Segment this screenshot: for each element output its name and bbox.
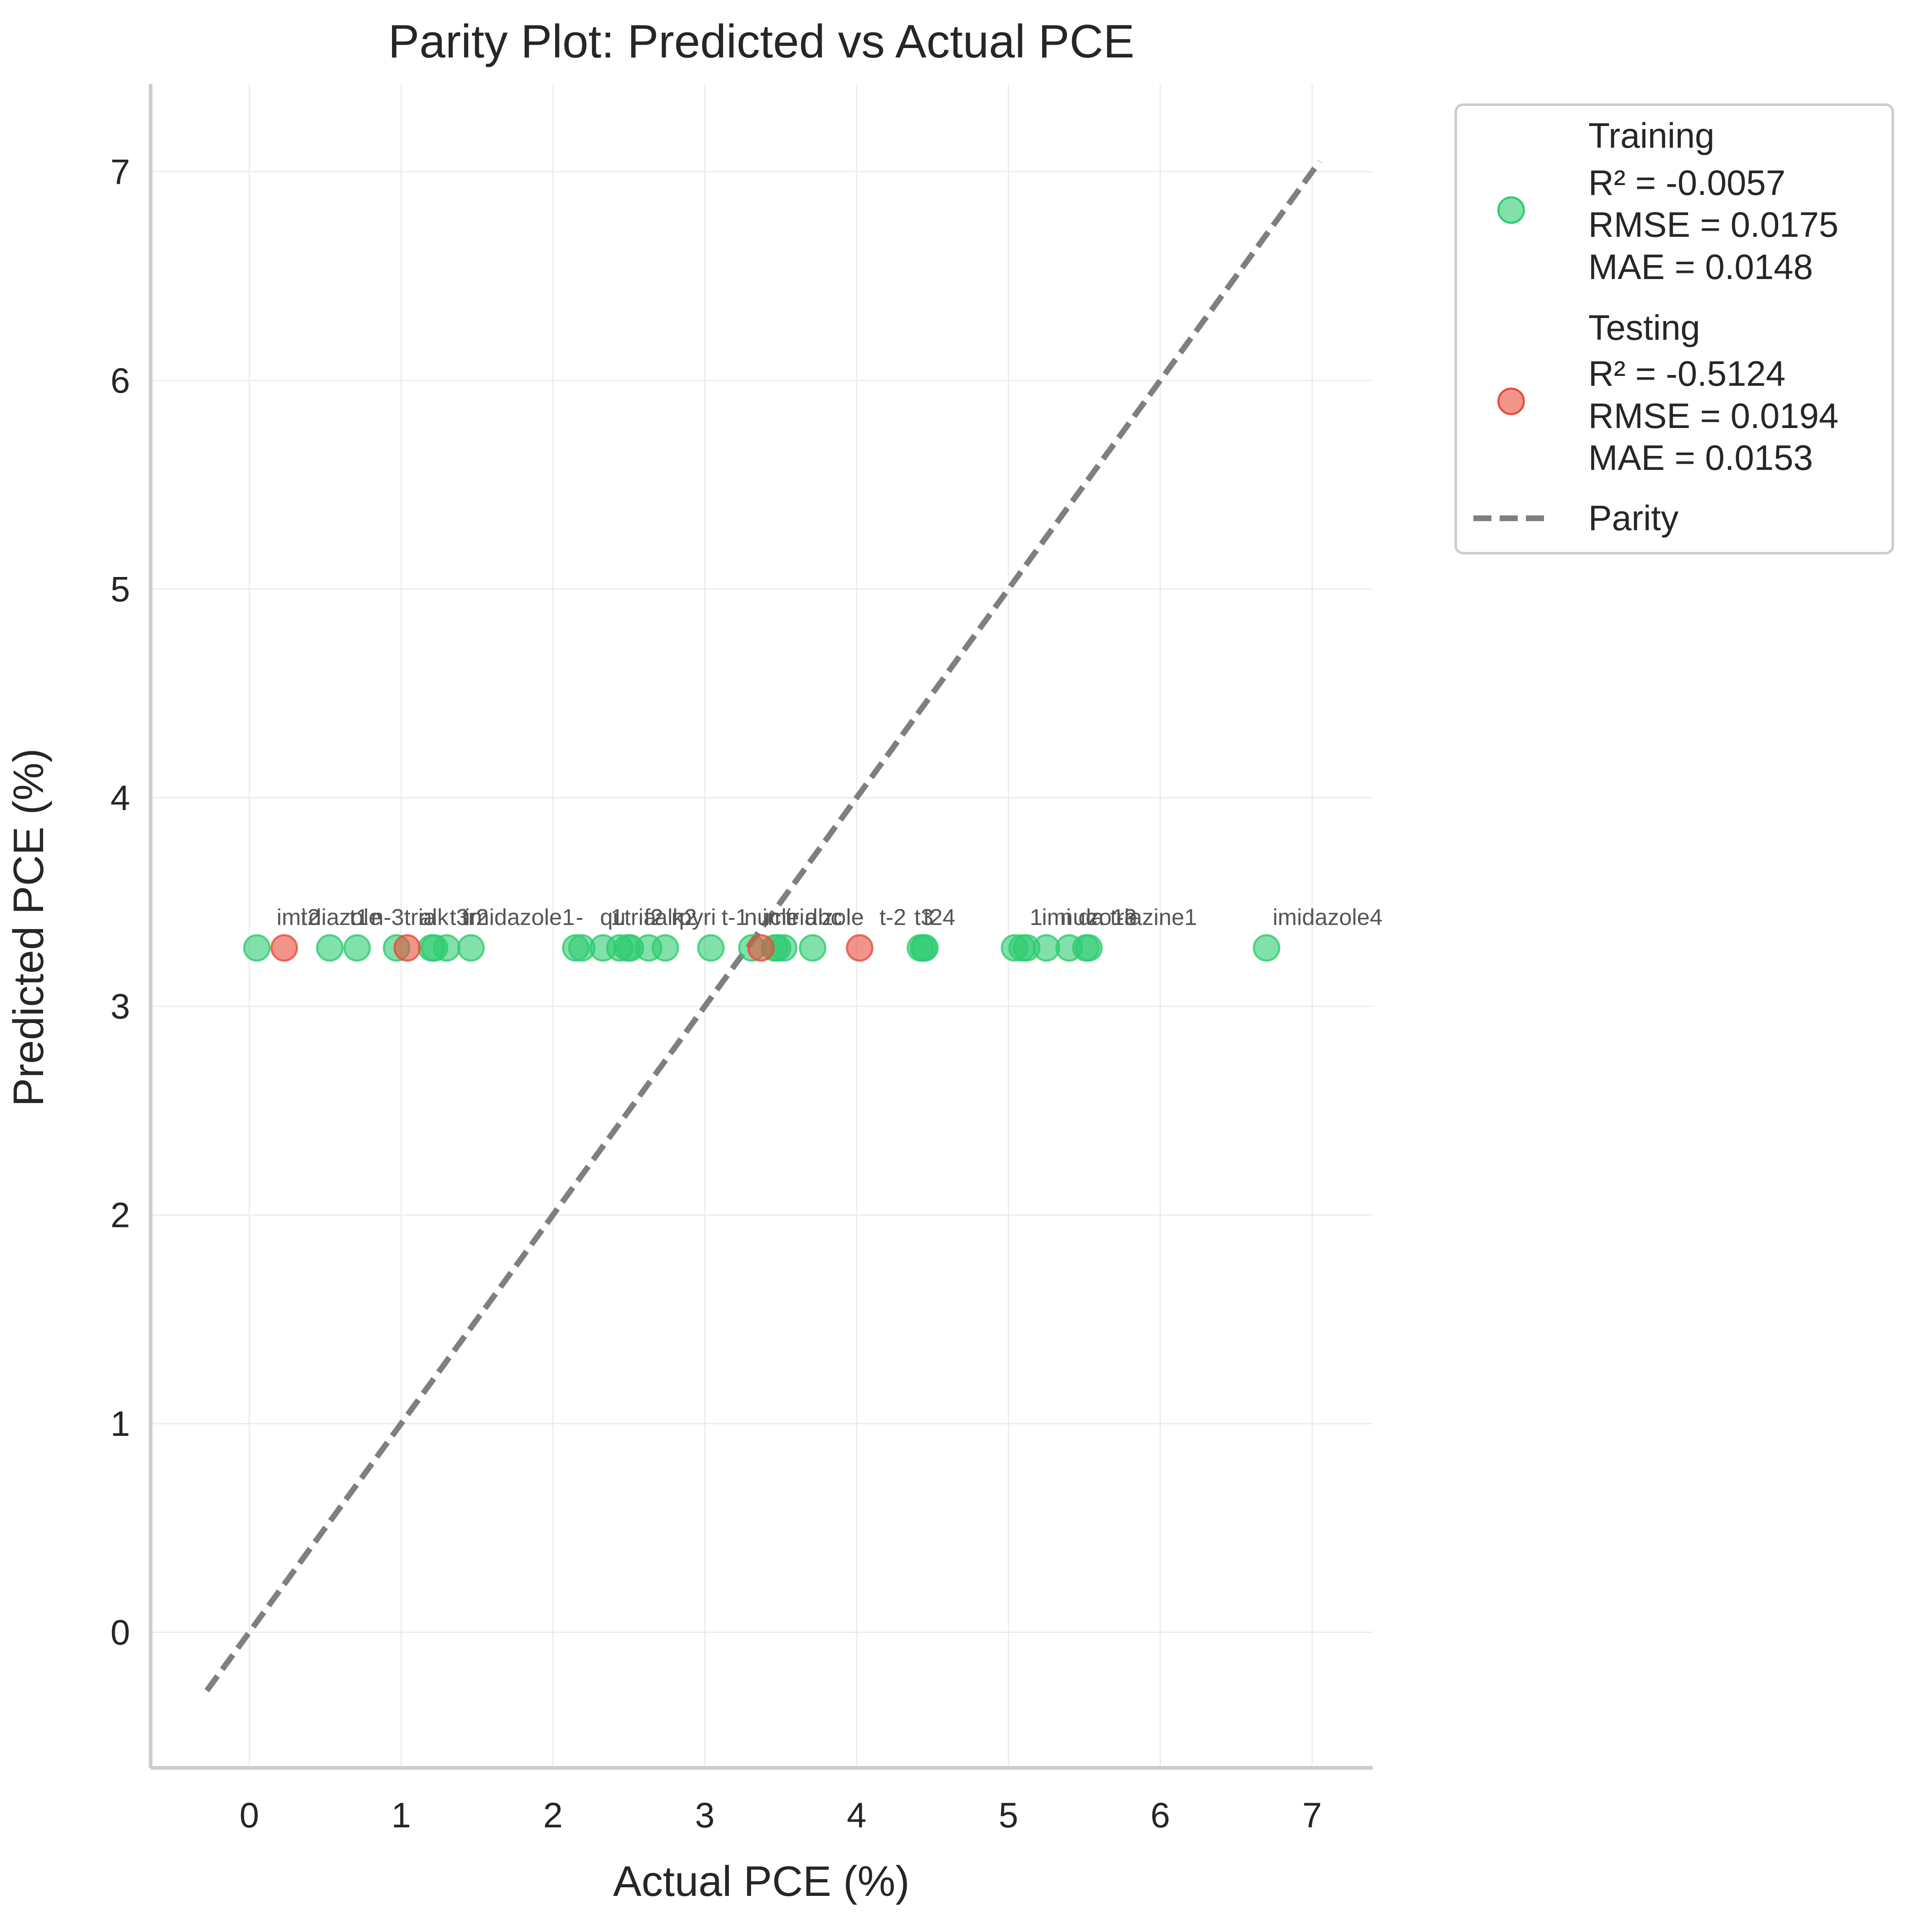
y-tick-label-1: 1 bbox=[110, 1404, 130, 1444]
x-tick-label-2: 2 bbox=[543, 1796, 563, 1835]
training-point-16 bbox=[697, 934, 725, 962]
x-axis-label: Actual PCE (%) bbox=[613, 1858, 909, 1905]
training-point-7 bbox=[457, 934, 485, 962]
point-annotation-10: - bbox=[576, 904, 584, 930]
testing-point-1 bbox=[393, 934, 421, 962]
training-point-24 bbox=[911, 934, 939, 962]
point-annotation-15: alk bbox=[655, 904, 685, 930]
point-annotation-18: t-1 bbox=[722, 904, 748, 930]
point-annotation-34: imidazole4 bbox=[1273, 904, 1383, 930]
legend-testing-name: Testing bbox=[1588, 308, 1700, 348]
point-annotation-19: nucle bbox=[744, 904, 799, 930]
grid bbox=[151, 84, 1373, 1768]
training-point-1 bbox=[316, 934, 344, 962]
point-annotation-14: f2 bbox=[644, 904, 663, 930]
legend-testing-r2: R² = -0.5124 bbox=[1588, 354, 1785, 394]
y-tick-label-0: 0 bbox=[110, 1613, 130, 1653]
point-annotation-16: n2 bbox=[671, 904, 697, 930]
training-point-28 bbox=[1033, 934, 1061, 962]
point-annotation-24: t-2 bbox=[880, 904, 906, 930]
point-annotation-33: triazine1 bbox=[1110, 904, 1197, 930]
point-annotation-20: imi bbox=[763, 904, 792, 930]
point-annotation-27: 1 bbox=[1030, 904, 1042, 930]
point-annotation-11: qu bbox=[600, 904, 625, 930]
y-tick-label-3: 3 bbox=[110, 987, 130, 1026]
point-annotation-12: 1 bbox=[611, 904, 623, 930]
training-point-21 bbox=[799, 934, 827, 962]
point-annotation-30: da bbox=[1078, 904, 1104, 930]
legend-training-mae: MAE = 0.0148 bbox=[1588, 247, 1813, 287]
training-point-32 bbox=[1253, 934, 1280, 962]
legend-testing-mae: MAE = 0.0153 bbox=[1588, 438, 1813, 478]
tick-labels: 0 1 2 3 4 5 6 7 0 1 2 3 4 5 6 7 bbox=[110, 153, 1322, 1835]
x-tick-label-7: 7 bbox=[1302, 1796, 1322, 1835]
x-tick-label-3: 3 bbox=[695, 1796, 715, 1835]
legend-training-name: Training bbox=[1588, 116, 1715, 156]
point-annotation-5: tria bbox=[404, 904, 437, 930]
x-tick-label-1: 1 bbox=[391, 1796, 411, 1835]
point-annotation-23: zole bbox=[822, 904, 864, 930]
point-annotation-22: dbc bbox=[805, 904, 842, 930]
training-point-2 bbox=[343, 934, 371, 962]
point-annotation-29: nuc bbox=[1060, 904, 1097, 930]
training-point-15 bbox=[651, 934, 679, 962]
legend-testing-marker bbox=[1497, 387, 1525, 415]
y-tick-label-5: 5 bbox=[110, 570, 130, 609]
training-point-20 bbox=[770, 934, 798, 962]
y-axis-label: Predicted PCE (%) bbox=[5, 749, 53, 1107]
axes bbox=[149, 84, 1373, 1770]
point-annotation-3: t1 bbox=[350, 904, 369, 930]
point-annotation-28: imi bbox=[1042, 904, 1072, 930]
training-point-6 bbox=[433, 934, 460, 962]
testing-point-0 bbox=[270, 934, 298, 962]
y-tick-label-2: 2 bbox=[110, 1196, 130, 1235]
point-annotation-31: zo1e bbox=[1088, 904, 1137, 930]
legend-parity-name: Parity bbox=[1588, 499, 1679, 538]
point-annotation-7: t3 bbox=[450, 904, 469, 930]
training-point-0 bbox=[243, 934, 271, 962]
x-tick-label-6: 6 bbox=[1150, 1796, 1170, 1835]
testing-point-3 bbox=[846, 934, 874, 962]
point-annotation-32: -3 bbox=[1116, 904, 1137, 930]
point-annotation-0: imi bbox=[277, 904, 306, 930]
y-tick-label-6: 6 bbox=[110, 361, 130, 401]
scatter-points bbox=[243, 934, 1280, 962]
point-annotation-8: tr2 bbox=[462, 904, 488, 930]
legend-frame bbox=[1455, 103, 1894, 554]
x-tick-label-5: 5 bbox=[999, 1796, 1018, 1835]
parity-line-layer bbox=[204, 159, 1322, 1693]
point-annotation-17: pyri bbox=[679, 904, 716, 930]
point-annotation-26: t24 bbox=[923, 904, 955, 930]
chart-title: Parity Plot: Predicted vs Actual PCE bbox=[388, 16, 1134, 68]
legend-training-r2: R² = -0.0057 bbox=[1588, 163, 1785, 203]
legend-training-marker bbox=[1497, 196, 1525, 224]
y-tick-label-7: 7 bbox=[110, 153, 130, 192]
point-annotation-9: imidazole1 bbox=[465, 904, 575, 930]
point-annotation-1: t2 bbox=[301, 904, 320, 930]
point-annotation-25: t3 bbox=[914, 904, 934, 930]
parity-line bbox=[204, 159, 1322, 1693]
training-point-31 bbox=[1075, 934, 1103, 962]
x-tick-label-0: 0 bbox=[240, 1796, 259, 1835]
testing-point-2 bbox=[747, 934, 775, 962]
legend-training-rmse: RMSE = 0.0175 bbox=[1588, 205, 1839, 245]
point-annotation-4: n-3 bbox=[371, 904, 404, 930]
y-tick-label-4: 4 bbox=[110, 778, 130, 818]
point-annotation-13: tria bbox=[624, 904, 657, 930]
point-annotation-6: alk bbox=[419, 904, 449, 930]
legend: Training R² = -0.0057 RMSE = 0.0175 MAE … bbox=[1455, 103, 1894, 554]
point-annotation-2: diazole bbox=[309, 904, 381, 930]
x-tick-label-4: 4 bbox=[847, 1796, 866, 1835]
point-annotation-21: tria bbox=[785, 904, 818, 930]
legend-testing-rmse: RMSE = 0.0194 bbox=[1588, 396, 1839, 436]
